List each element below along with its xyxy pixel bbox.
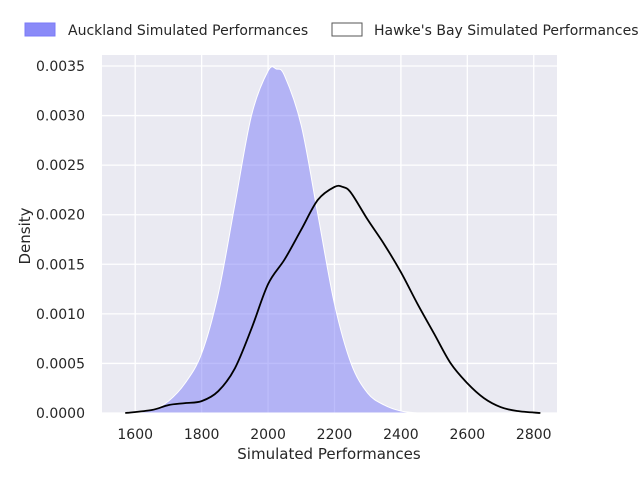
series-hawkes-bay-line (125, 184, 541, 414)
y-tick-label: 0.0025 (36, 158, 85, 174)
legend-swatch-auckland (24, 22, 56, 37)
x-tick-label: 2200 (317, 427, 353, 443)
y-tick-label: 0.0020 (36, 208, 85, 224)
y-tick-label: 0.0030 (36, 109, 85, 125)
y-tick-label: 0.0010 (36, 307, 85, 323)
x-tick-label: 2000 (250, 427, 286, 443)
x-axis-label: Simulated Performances (237, 445, 421, 463)
y-axis-ticks: 0.0000 0.0005 0.0010 0.0015 0.0020 0.0025 0.00… (36, 59, 85, 422)
legend-label-auckland: Auckland Simulated Performances (68, 23, 308, 39)
x-tick-label: 2600 (450, 427, 486, 443)
y-tick-label: 0.0000 (36, 406, 85, 422)
y-tick-label: 0.0005 (36, 356, 85, 372)
legend: Auckland Simulated Performances Hawke's … (24, 22, 639, 39)
x-axis-ticks: 1600 1800 2000 2200 2400 2600 2800 (117, 427, 551, 443)
x-tick-label: 2400 (383, 427, 419, 443)
y-tick-label: 0.0035 (36, 59, 85, 75)
legend-label-hawkes-bay: Hawke's Bay Simulated Performances (374, 23, 639, 39)
y-tick-label: 0.0015 (36, 257, 85, 273)
x-tick-label: 1600 (117, 427, 153, 443)
y-axis-label: Density (16, 207, 34, 264)
series-layer (125, 66, 541, 414)
x-tick-label: 2800 (516, 427, 552, 443)
series-auckland-area (128, 66, 418, 414)
x-tick-label: 1800 (184, 427, 220, 443)
legend-swatch-hawkes-bay (331, 22, 363, 37)
